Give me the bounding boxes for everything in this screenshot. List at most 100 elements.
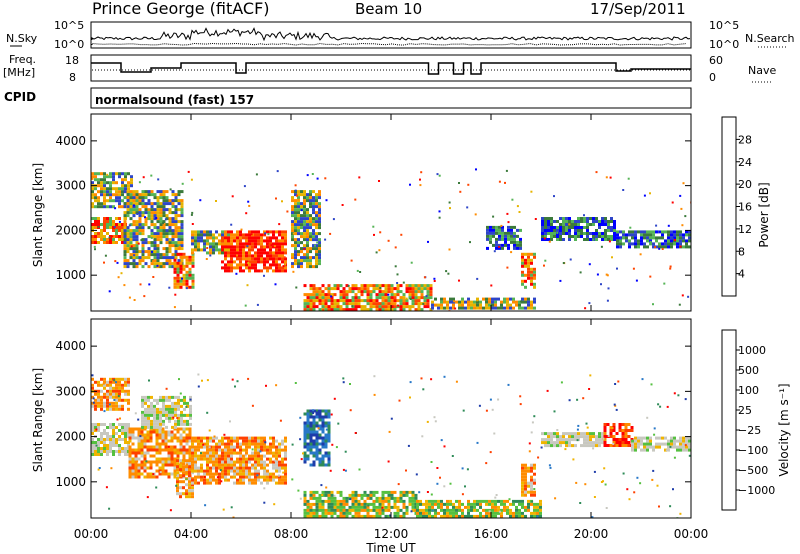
heatmap-cell <box>384 302 388 306</box>
heatmap-cell <box>345 308 349 311</box>
heatmap-cell <box>153 265 157 269</box>
heatmap-cell <box>405 287 409 291</box>
heatmap-cell <box>360 502 364 506</box>
heatmap-cell <box>261 440 264 443</box>
heatmap-cell <box>643 245 646 249</box>
heatmap-cell <box>173 261 177 265</box>
heatmap-cell <box>254 448 257 452</box>
heatmap-cell <box>124 441 127 444</box>
heatmap-cell <box>303 439 307 443</box>
heatmap-cell <box>318 202 321 206</box>
heatmap-cell <box>188 439 192 443</box>
heatmap-cell <box>97 178 100 182</box>
heatmap-cell <box>507 221 510 224</box>
heatmap-cell <box>176 282 180 286</box>
heatmap-cell <box>266 251 269 255</box>
heatmap-cell <box>131 451 135 455</box>
heatmap-cell <box>497 398 500 401</box>
heatmap-cell <box>533 514 536 518</box>
heatmap-cell <box>306 226 309 230</box>
heatmap-cell <box>150 229 154 233</box>
heatmap-cell <box>117 276 120 279</box>
heatmap-cell <box>387 490 391 494</box>
heatmap-cell <box>309 214 312 218</box>
heatmap-cell <box>138 226 142 230</box>
heatmap-cell <box>585 422 588 425</box>
heatmap-cell <box>315 505 319 509</box>
heatmap-cell <box>420 377 423 380</box>
heatmap-cell <box>321 421 325 425</box>
heatmap-cell <box>167 457 171 461</box>
heatmap-cell <box>533 481 536 485</box>
freq-right-tick-bottom: 0 <box>709 71 716 84</box>
heatmap-cell <box>141 226 145 230</box>
heatmap-cell <box>345 514 349 518</box>
heatmap-cell <box>140 472 144 476</box>
heatmap-cell <box>306 250 309 254</box>
heatmap-cell <box>663 282 666 285</box>
heatmap-cell <box>602 480 604 483</box>
heatmap-cell <box>162 398 165 402</box>
heatmap-cell <box>348 508 352 512</box>
heatmap-cell <box>197 454 200 458</box>
heatmap-cell <box>533 508 536 512</box>
heatmap-cell <box>329 232 332 235</box>
heatmap-cell <box>366 502 370 506</box>
heatmap-cell <box>209 469 212 473</box>
heatmap-cell <box>656 484 659 487</box>
heatmap-cell <box>607 434 610 437</box>
heatmap-cell <box>209 236 212 240</box>
heatmap-cell <box>366 290 370 294</box>
heatmap-cell <box>173 445 177 449</box>
heatmap-cell <box>533 466 536 470</box>
heatmap-cell <box>124 398 127 402</box>
y-tick-label: 4000 <box>55 339 86 353</box>
heatmap-cell <box>177 235 181 239</box>
heatmap-cell <box>414 299 418 303</box>
heatmap-cell <box>224 254 227 258</box>
heatmap-cell <box>405 305 409 309</box>
heatmap-cell <box>476 508 479 512</box>
heatmap-cell <box>291 205 294 209</box>
heatmap-cell <box>118 423 121 426</box>
heatmap-cell <box>544 432 547 436</box>
heatmap-cell <box>161 448 165 452</box>
heatmap-cell <box>97 380 100 384</box>
heatmap-cell <box>610 220 613 223</box>
heatmap-cell <box>606 274 609 277</box>
heatmap-cell <box>357 305 361 309</box>
heatmap-cell <box>679 242 682 246</box>
heatmap-cell <box>455 505 458 509</box>
heatmap-cell <box>191 457 194 461</box>
heatmap-cell <box>131 469 135 473</box>
heatmap-cell <box>652 469 655 472</box>
heatmap-cell <box>143 475 147 479</box>
heatmap-cell <box>303 232 306 236</box>
heatmap-cell <box>138 229 142 233</box>
heatmap-cell <box>109 447 112 450</box>
heatmap-cell <box>351 290 355 294</box>
heatmap-cell <box>315 193 318 197</box>
heatmap-cell <box>155 217 158 219</box>
heatmap-cell <box>547 226 550 229</box>
heatmap-cell <box>592 432 595 436</box>
heatmap-cell <box>188 474 191 478</box>
heatmap-cell <box>381 293 385 297</box>
heatmap-cell <box>565 223 568 226</box>
heatmap-cell <box>524 252 527 256</box>
heatmap-cell <box>209 460 212 464</box>
heatmap-cell <box>115 383 118 387</box>
heatmap-cell <box>191 276 195 280</box>
heatmap-cell <box>664 245 667 249</box>
heatmap-cell <box>398 399 401 402</box>
heatmap-cell <box>269 251 272 255</box>
heatmap-cell <box>372 505 376 509</box>
heatmap-cell <box>504 181 506 184</box>
heatmap-cell <box>165 425 168 429</box>
heatmap-cell <box>533 493 536 497</box>
heatmap-cell <box>562 438 565 442</box>
heatmap-cell <box>155 442 159 446</box>
heatmap-cell <box>266 230 269 234</box>
heatmap-cell <box>194 475 197 479</box>
heatmap-cell <box>427 240 429 243</box>
